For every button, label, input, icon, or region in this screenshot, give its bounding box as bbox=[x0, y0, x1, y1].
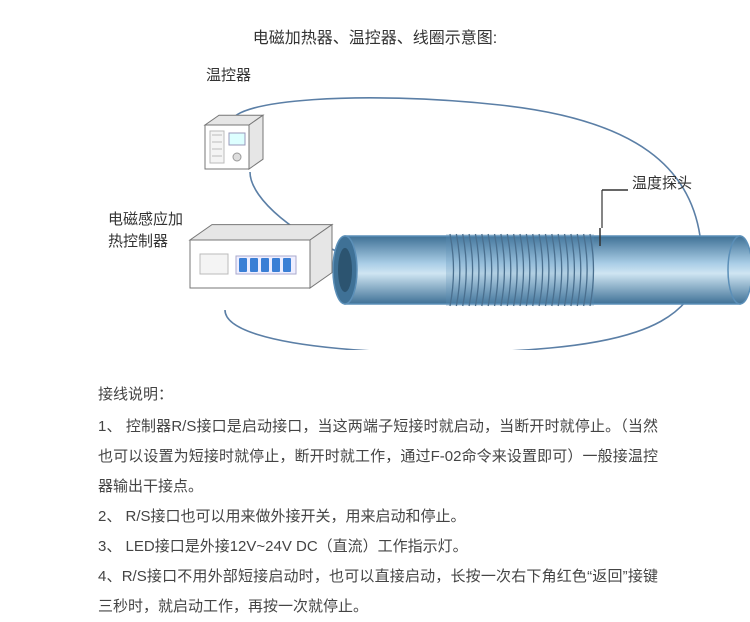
instruction-item: 2、 R/S接口也可以用来做外接开关，用来启动和停止。 bbox=[98, 502, 658, 532]
probe-label: 温度探头 bbox=[632, 172, 692, 193]
instruction-item: 3、 LED接口是外接12V~24V DC（直流）工作指示灯。 bbox=[98, 532, 658, 562]
instruction-item: 1、 控制器R/S接口是启动接口，当这两端子短接时就启动，当断开时就停止。（当然… bbox=[98, 412, 658, 502]
instruction-item: 4、R/S接口不用外部短接启动时，也可以直接启动，长按一次右下角红色“返回”接键… bbox=[98, 562, 658, 622]
diagram-title: 电磁加热器、温控器、线圈示意图: bbox=[0, 24, 750, 48]
controller-label-line2: 热控制器 bbox=[108, 230, 168, 251]
controller-label-line1: 电磁感应加 bbox=[108, 208, 183, 229]
wiring-instructions: 接线说明： 1、 控制器R/S接口是启动接口，当这两端子短接时就启动，当断开时就… bbox=[98, 380, 658, 622]
instructions-header: 接线说明： bbox=[98, 380, 658, 410]
schematic-diagram: 温控器 电磁感应加 热控制器 温度探头 bbox=[0, 50, 750, 350]
thermostat-label: 温控器 bbox=[206, 64, 251, 85]
